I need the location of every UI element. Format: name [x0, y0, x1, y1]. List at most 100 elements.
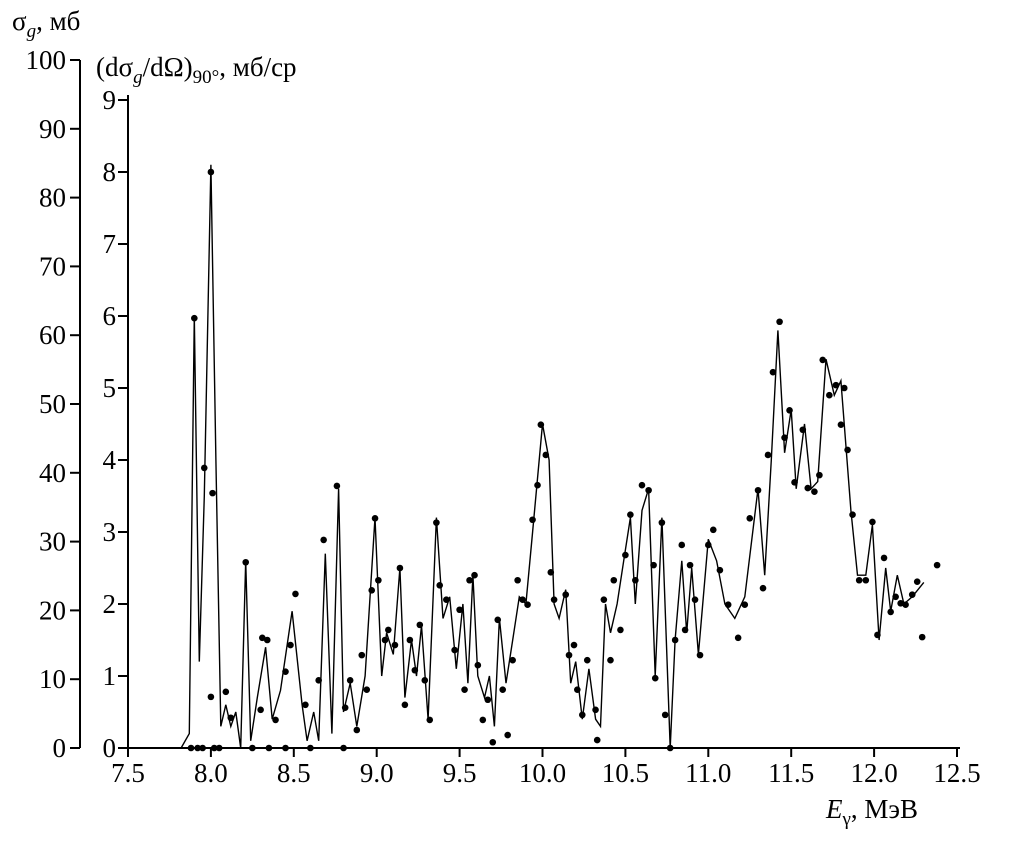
data-point	[451, 646, 458, 654]
label-part: /d	[143, 52, 165, 82]
data-point	[791, 479, 798, 486]
data-point	[610, 576, 618, 584]
data-point	[391, 641, 399, 649]
data-point	[456, 606, 463, 614]
x-tick-label: 9.0	[360, 758, 394, 788]
data-point	[874, 631, 881, 639]
data-point	[933, 561, 941, 569]
data-point	[678, 541, 686, 549]
data-point	[416, 621, 424, 629]
data-point	[565, 651, 573, 659]
data-point	[187, 744, 195, 752]
data-point	[461, 686, 468, 693]
data-point	[287, 641, 294, 649]
data-point	[781, 434, 788, 441]
data-point	[638, 481, 646, 489]
data-point	[759, 584, 767, 592]
y-tick-label: 9	[103, 85, 117, 115]
data-point	[363, 686, 371, 693]
data-point	[786, 407, 793, 414]
data-point	[210, 744, 218, 752]
data-point	[661, 711, 669, 719]
data-point	[855, 576, 863, 584]
data-point	[562, 591, 570, 598]
data-point	[191, 314, 198, 322]
data-point	[671, 636, 679, 644]
y-tick-label: 1	[103, 661, 117, 691]
data-point	[436, 581, 444, 589]
data-point	[514, 576, 521, 584]
data-point	[622, 551, 629, 559]
label-part: γ	[842, 809, 851, 830]
data-point	[227, 714, 235, 722]
data-point	[880, 554, 888, 562]
data-point	[421, 677, 429, 684]
data-point	[892, 593, 899, 601]
label-part: , мб/ср	[219, 52, 296, 82]
data-point	[709, 526, 717, 534]
y2-tick-label: 50	[39, 389, 66, 419]
data-point	[887, 608, 894, 616]
y2-tick-label: 40	[39, 458, 66, 488]
data-point	[426, 716, 434, 724]
data-point	[840, 384, 848, 392]
data-point	[804, 484, 812, 492]
data-point	[570, 641, 578, 649]
data-point	[519, 596, 526, 603]
data-point	[832, 381, 840, 389]
data-point	[918, 633, 926, 641]
label-part: g	[133, 67, 143, 88]
y2-tick-label: 30	[39, 527, 66, 557]
y2-tick-label: 20	[39, 595, 66, 625]
data-point	[617, 626, 624, 634]
data-point	[686, 561, 694, 569]
data-point	[592, 706, 599, 714]
data-point	[200, 464, 208, 472]
data-point	[484, 696, 492, 704]
data-point	[651, 674, 659, 682]
data-point	[826, 391, 833, 399]
data-point	[340, 744, 347, 752]
data-point	[705, 541, 712, 549]
data-point	[666, 744, 674, 752]
y2-tick-label: 80	[39, 183, 66, 213]
data-point	[406, 636, 414, 644]
data-point	[443, 596, 450, 603]
x-axis-label: Eγ, МэВ	[825, 794, 918, 830]
data-point	[199, 744, 206, 752]
y2-axis-label: σg, мб	[12, 6, 80, 42]
data-point	[509, 656, 516, 664]
y-tick-label: 7	[103, 229, 117, 259]
data-point	[222, 688, 230, 696]
data-point	[600, 596, 608, 603]
x-tick-label: 11.0	[685, 758, 731, 788]
data-point	[902, 601, 909, 609]
data-point	[242, 558, 250, 566]
data-point	[529, 516, 536, 524]
data-point	[341, 704, 349, 711]
data-point	[691, 596, 699, 603]
data-point	[913, 578, 921, 585]
x-tick-label: 8.0	[194, 758, 228, 788]
label-part: Ω)	[164, 52, 193, 82]
data-point	[658, 519, 666, 526]
data-point	[272, 716, 279, 724]
label-part: , мб	[36, 6, 80, 36]
data-point	[320, 536, 327, 544]
label-part: g	[27, 21, 37, 42]
data-point	[207, 693, 215, 701]
data-point	[547, 569, 555, 576]
x-tick-label: 8.5	[277, 758, 311, 788]
data-point	[346, 677, 354, 684]
data-point	[542, 451, 550, 459]
data-point	[194, 744, 201, 752]
curve	[180, 164, 925, 749]
data-point	[799, 426, 807, 434]
data-point	[537, 421, 545, 429]
data-point	[524, 601, 531, 609]
data-point	[315, 677, 322, 684]
data-point	[433, 519, 440, 526]
data-point	[282, 668, 289, 675]
data-point	[724, 601, 732, 609]
